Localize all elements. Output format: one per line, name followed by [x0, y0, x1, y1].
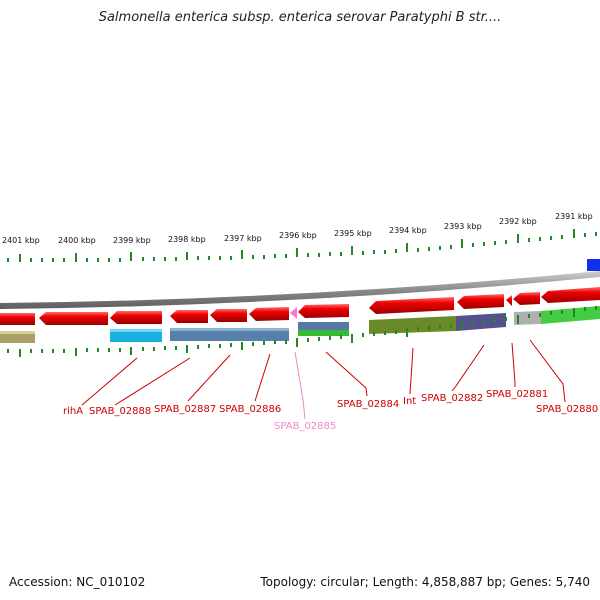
accession-text: Accession: NC_010102 — [9, 575, 146, 589]
genome-title: Salmonella enterica subsp. enterica sero… — [98, 10, 502, 25]
gene-arrow — [170, 310, 208, 323]
leader-line — [451, 344, 485, 392]
leader-line — [325, 351, 368, 397]
gene-label-SPAB_02888: SPAB_02888 — [89, 406, 151, 417]
kbp-label: 2396 kbp — [279, 231, 317, 240]
gene-arrow — [298, 304, 349, 318]
cog-block — [298, 330, 349, 336]
kbp-label: 2400 kbp — [58, 236, 96, 245]
cog-block — [369, 316, 456, 334]
leader-line — [511, 342, 516, 387]
leader-line — [529, 339, 566, 403]
kbp-label: 2393 kbp — [444, 222, 482, 231]
leader-line — [114, 357, 191, 406]
kbp-labels: 2401 kbp 2400 kbp 2399 kbp 2398 kbp 2397… — [2, 212, 593, 245]
kbp-label: 2391 kbp — [555, 212, 593, 221]
leader-line — [294, 351, 306, 420]
gene-labels: rihA SPAB_02888 SPAB_02887 SPAB_02886 SP… — [63, 389, 598, 432]
kbp-label: 2399 kbp — [113, 236, 151, 245]
leader-line — [187, 354, 231, 402]
cog-block — [514, 311, 541, 325]
gene-arrow — [249, 307, 289, 321]
lower-tick-row — [7, 306, 597, 357]
cog-block — [456, 313, 506, 331]
leader-line — [81, 357, 138, 406]
gene-label-SPAB_02884: SPAB_02884 — [337, 399, 399, 410]
gene-arrow — [110, 311, 162, 324]
kbp-label: 2392 kbp — [499, 217, 537, 226]
gene-arrow — [541, 287, 600, 303]
gene-label-SPAB_02886: SPAB_02886 — [219, 404, 281, 415]
gene-arrow — [457, 294, 504, 309]
gene-label-SPAB_02887: SPAB_02887 — [154, 404, 216, 415]
cog-block — [170, 328, 289, 341]
kbp-label: 2395 kbp — [334, 229, 372, 238]
leader-line — [409, 347, 414, 395]
gene-arrow — [506, 295, 512, 306]
gene-label-rihA: rihA — [63, 406, 83, 417]
cog-block — [541, 306, 600, 324]
gene-arrow-pink — [290, 307, 297, 319]
gene-label-SPAB_02880: SPAB_02880 — [536, 404, 598, 415]
gene-arrows — [0, 287, 600, 325]
kbp-label: 2401 kbp — [2, 236, 40, 245]
label-leaders — [81, 339, 566, 420]
gene-label-SPAB_02882: SPAB_02882 — [421, 393, 483, 404]
gene-arrow — [210, 309, 247, 322]
gene-label-SPAB_02881: SPAB_02881 — [486, 389, 548, 400]
blue-feature — [587, 259, 600, 271]
kbp-label: 2397 kbp — [224, 234, 262, 243]
cog-block — [110, 329, 162, 342]
upper-tick-row — [7, 229, 597, 262]
genome-backbone — [0, 271, 600, 309]
gene-arrow — [39, 312, 108, 325]
gene-arrow — [369, 297, 454, 314]
genome-summary-text: Topology: circular; Length: 4,858,887 bp… — [260, 575, 590, 589]
gene-label-SPAB_02885: SPAB_02885 — [274, 421, 336, 432]
gene-label-Int: Int — [403, 396, 416, 407]
kbp-label: 2398 kbp — [168, 235, 206, 244]
kbp-label: 2394 kbp — [389, 226, 427, 235]
leader-line — [254, 353, 271, 402]
gene-arrow — [0, 313, 35, 325]
gene-arrow — [513, 292, 540, 305]
cog-block — [298, 322, 349, 330]
